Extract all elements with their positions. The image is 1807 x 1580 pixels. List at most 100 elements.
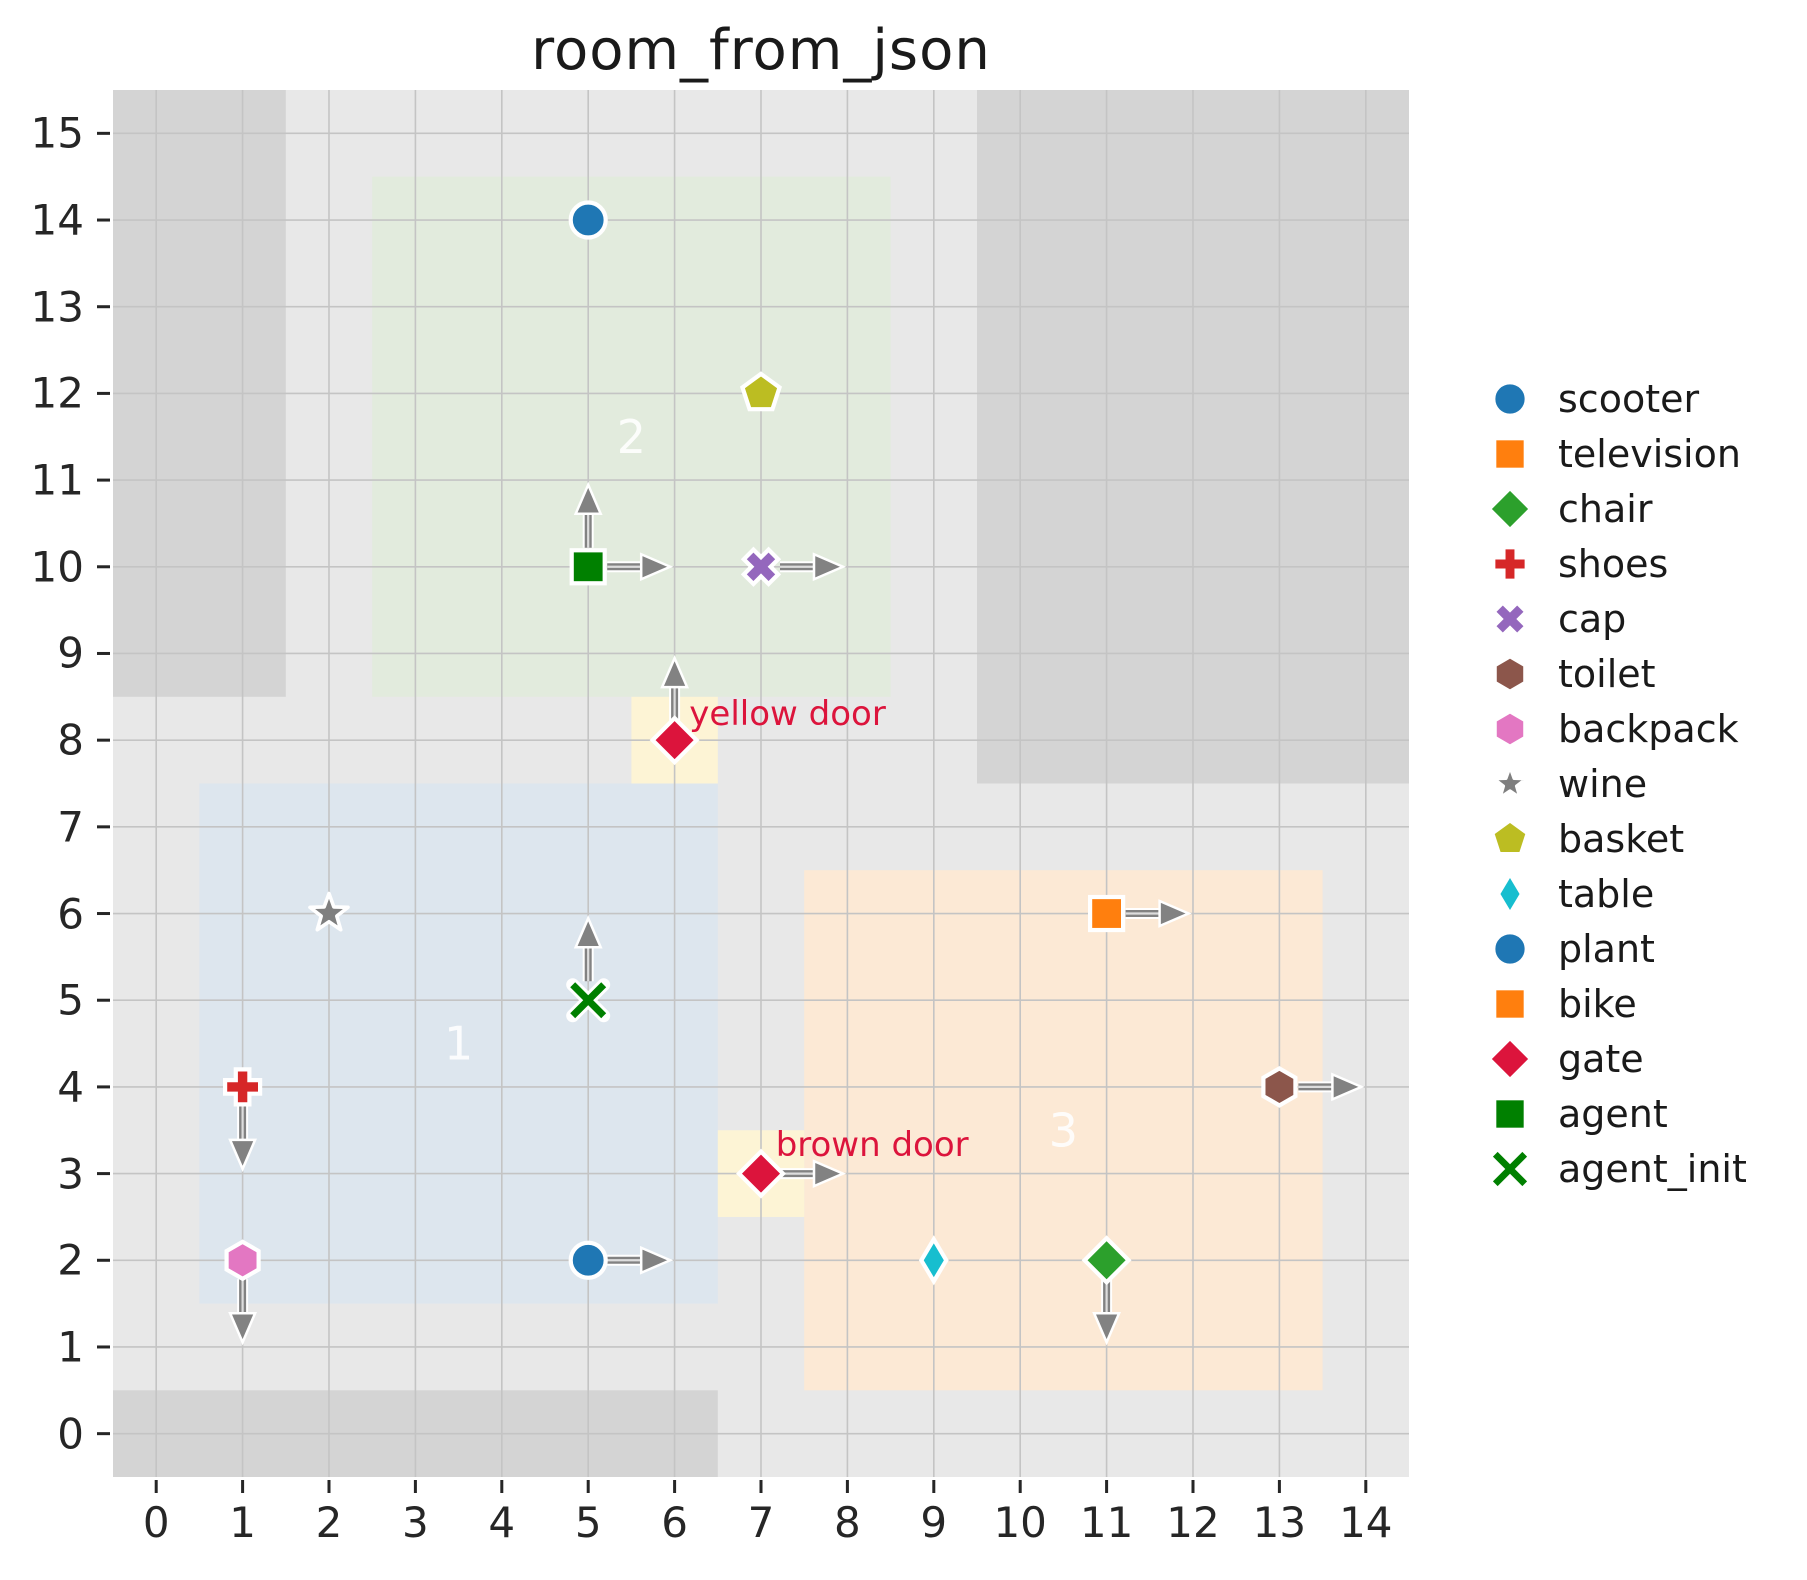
- plant-legend-icon: [1491, 929, 1529, 968]
- x-tick-13: 13: [1252, 1498, 1307, 1547]
- table-legend-marker: [1495, 869, 1525, 918]
- x-tick-1: 1: [229, 1498, 256, 1547]
- x-tick-4: 4: [488, 1498, 516, 1547]
- room-area-3: [804, 870, 1323, 1391]
- x-tick-11: 11: [1079, 1498, 1134, 1547]
- basket-legend-icon: [1490, 817, 1530, 856]
- legend-row-wine: wine: [1484, 756, 1747, 811]
- legend-label: bike: [1558, 981, 1637, 1026]
- y-tick-12: 12: [30, 368, 84, 418]
- cap-legend-icon: [1490, 599, 1530, 638]
- legend-row-scooter: scooter: [1484, 371, 1747, 426]
- room-label-2: 2: [617, 410, 646, 464]
- room-area-2: [372, 176, 891, 697]
- marker-cap: [740, 546, 782, 587]
- marker-gate: [649, 715, 700, 766]
- legend-row-cap: cap: [1484, 591, 1747, 646]
- television-legend-marker: [1492, 435, 1528, 472]
- gate-legend-icon: [1486, 1034, 1534, 1083]
- marker-table: [918, 1235, 949, 1286]
- x-tick-14: 14: [1339, 1498, 1393, 1547]
- legend-row-agent: agent: [1484, 1086, 1747, 1141]
- legend-label: agent_init: [1558, 1146, 1747, 1191]
- legend-label: table: [1558, 871, 1655, 916]
- gate-legend-marker: [1486, 1034, 1534, 1083]
- legend-row-shoes: shoes: [1484, 536, 1747, 591]
- chair-legend-marker: [1486, 484, 1534, 533]
- y-tick-7: 7: [57, 802, 84, 852]
- cap-legend-marker: [1490, 599, 1530, 638]
- marker-agent: [569, 548, 607, 586]
- legend-label: cap: [1558, 596, 1627, 641]
- legend-row-bike: bike: [1484, 976, 1747, 1031]
- legend-label: basket: [1558, 816, 1685, 861]
- room-area-1: [199, 783, 718, 1304]
- agent_init-legend-marker: [1489, 1147, 1531, 1190]
- y-tick-1: 1: [57, 1322, 84, 1372]
- y-tick-8: 8: [57, 715, 84, 765]
- legend-row-table: table: [1484, 866, 1747, 921]
- y-tick-0: 0: [57, 1409, 84, 1459]
- marker-gate: [736, 1148, 786, 1199]
- y-tick-14: 14: [30, 195, 84, 245]
- x-tick-5: 5: [574, 1498, 602, 1547]
- backpack-legend-marker: [1492, 708, 1528, 749]
- legend-row-backpack: backpack: [1484, 701, 1747, 756]
- y-tick-10: 10: [30, 542, 84, 592]
- y-tick-13: 13: [30, 282, 84, 332]
- y-tick-11: 11: [30, 455, 84, 505]
- object-markers: [223, 200, 1298, 1286]
- room-label-1: 1: [444, 1017, 473, 1071]
- chair-legend-icon: [1486, 484, 1534, 533]
- marker-scooter: [568, 200, 608, 240]
- basket-legend-marker: [1490, 817, 1530, 856]
- legend-label: wine: [1558, 761, 1648, 806]
- agent-legend-marker: [1492, 1095, 1528, 1132]
- legend-row-plant: plant: [1484, 921, 1747, 976]
- legend-label: television: [1558, 431, 1741, 476]
- legend-label: chair: [1558, 486, 1653, 531]
- legend-label: agent: [1558, 1091, 1668, 1136]
- y-tick-5: 5: [57, 975, 84, 1025]
- bike-legend-marker: [1492, 985, 1528, 1022]
- x-tick-3: 3: [402, 1498, 429, 1547]
- legend-row-chair: chair: [1484, 481, 1747, 536]
- y-tick-9: 9: [57, 628, 84, 678]
- y-tick-4: 4: [57, 1062, 84, 1112]
- legend-row-gate: gate: [1484, 1031, 1747, 1086]
- marker-toilet: [1261, 1065, 1298, 1108]
- x-tick-12: 12: [1166, 1498, 1220, 1547]
- marker-shoes: [223, 1067, 263, 1107]
- legend-label: shoes: [1558, 541, 1669, 586]
- y-tick-15: 15: [30, 108, 84, 158]
- legend-row-television: television: [1484, 426, 1747, 481]
- marker-television: [1087, 894, 1126, 933]
- shoes-legend-icon: [1491, 544, 1529, 583]
- plant-legend-marker: [1491, 929, 1529, 968]
- marker-wine: [308, 891, 350, 932]
- legend-label: toilet: [1558, 651, 1656, 696]
- plot-title: room_from_json: [531, 18, 991, 83]
- room-areas: [199, 176, 1323, 1391]
- x-tick-6: 6: [661, 1498, 688, 1547]
- x-tick-0: 0: [142, 1498, 170, 1547]
- x-tick-10: 10: [993, 1498, 1047, 1547]
- agent_init-legend-icon: [1489, 1147, 1531, 1190]
- marker-agent_init: [566, 978, 611, 1023]
- marker-plant: [568, 1240, 608, 1280]
- y-tick-3: 3: [57, 1149, 84, 1199]
- room-label-3: 3: [1049, 1103, 1078, 1157]
- legend-label: plant: [1558, 926, 1655, 971]
- x-tick-2: 2: [315, 1498, 343, 1547]
- scooter-legend-marker: [1491, 379, 1529, 418]
- door-label: brown door: [776, 1125, 969, 1165]
- television-legend-icon: [1492, 435, 1528, 472]
- door-label: yellow door: [689, 694, 886, 734]
- bike-legend-icon: [1492, 985, 1528, 1022]
- toilet-legend-marker: [1492, 653, 1528, 694]
- y-tick-6: 6: [57, 889, 84, 939]
- table-legend-icon: [1495, 869, 1525, 918]
- wine-legend-icon: [1492, 765, 1528, 799]
